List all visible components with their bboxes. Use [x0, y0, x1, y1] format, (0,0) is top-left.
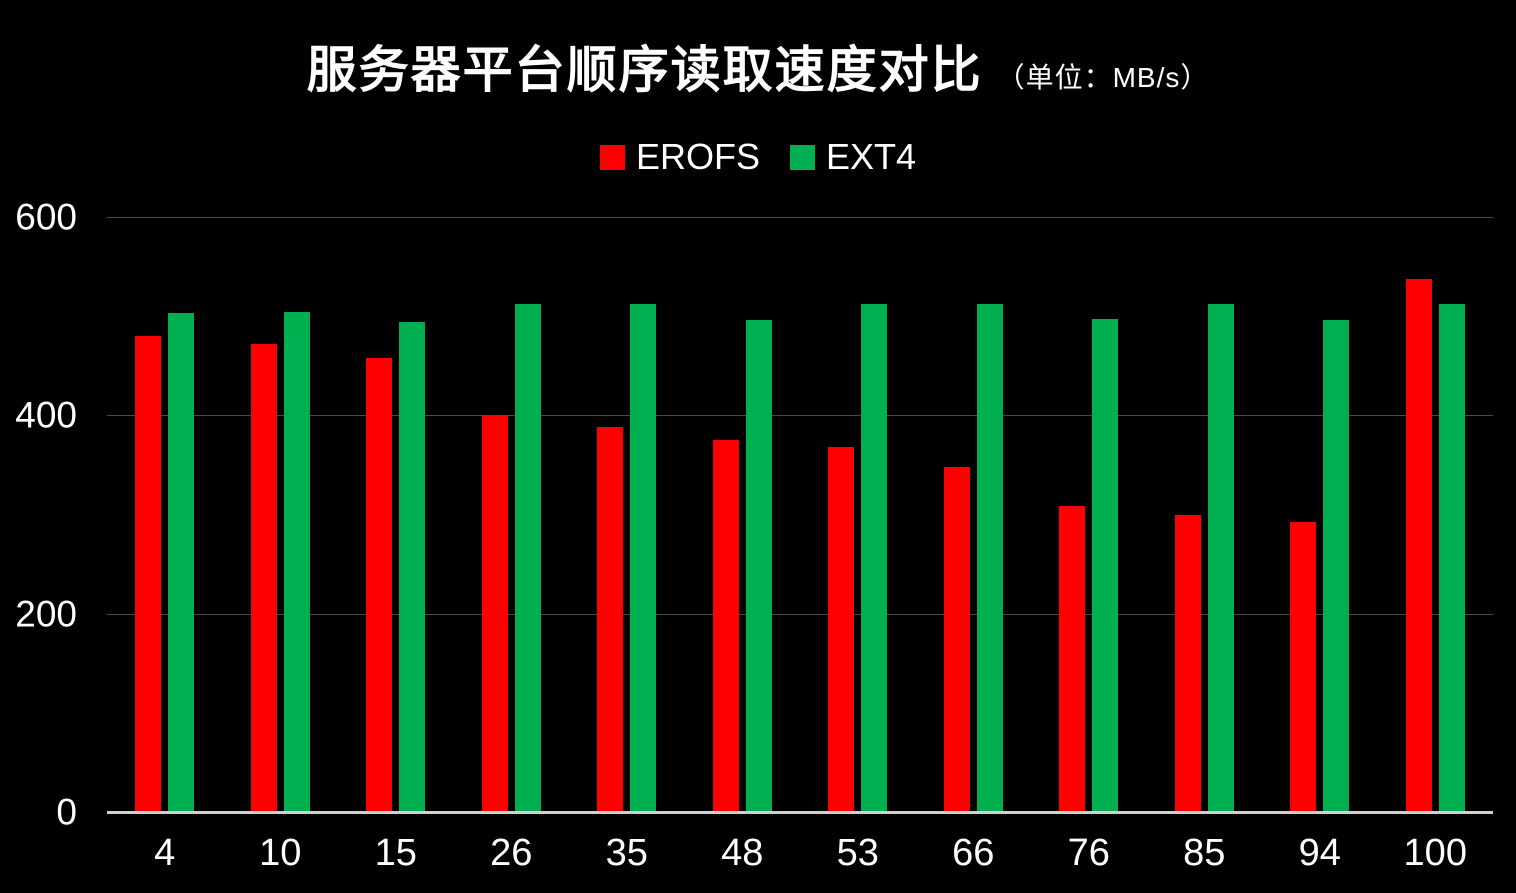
x-axis-line: [107, 811, 1493, 814]
bar-erofs-10: [250, 343, 277, 812]
bar-group-53: [800, 217, 916, 812]
bar-ext4-53: [861, 304, 888, 812]
x-axis-label-53: 53: [836, 832, 879, 874]
bar-group-85: [1147, 217, 1263, 812]
bar-ext4-85: [1207, 304, 1234, 812]
bar-erofs-76: [1059, 505, 1086, 812]
bar-ext4-100: [1438, 304, 1465, 812]
bar-group-15: [338, 217, 454, 812]
y-axis-tick-label-400: 400: [15, 394, 77, 436]
bar-group-10: [223, 217, 339, 812]
x-axis-label-10: 10: [259, 832, 302, 874]
bar-ext4-48: [745, 320, 772, 812]
x-axis-label-26: 26: [490, 832, 533, 874]
x-axis-label-94: 94: [1298, 832, 1341, 874]
bar-group-100: [1378, 217, 1494, 812]
x-axis-label-4: 4: [154, 832, 176, 874]
legend-swatch-erofs-icon: [599, 144, 625, 170]
legend-label-ext4: EXT4: [825, 136, 917, 177]
x-axis-label-48: 48: [721, 832, 764, 874]
x-axis-label-85: 85: [1183, 832, 1226, 874]
legend-swatch-ext4-icon: [789, 144, 815, 170]
bar-erofs-48: [712, 440, 739, 812]
bar-erofs-53: [828, 447, 855, 812]
x-axis-label-100: 100: [1403, 832, 1467, 874]
bar-erofs-66: [943, 466, 970, 812]
bar-ext4-26: [514, 304, 541, 812]
y-axis-tick-label-600: 600: [15, 196, 77, 238]
y-axis-tick-label-0: 0: [56, 791, 77, 833]
x-axis-label-15: 15: [374, 832, 417, 874]
bar-erofs-85: [1174, 514, 1201, 812]
bar-ext4-66: [976, 304, 1003, 812]
plot-area: 0 200 400 600 4 10 15 26 35 48 53 66 76 85 94 100: [15, 199, 1493, 872]
chart-legend: EROFS EXT4: [0, 136, 1516, 178]
chart-title: 服务器平台顺序读取速度对比: [306, 42, 983, 98]
x-axis-label-35: 35: [605, 832, 648, 874]
bar-ext4-15: [399, 322, 426, 812]
bar-group-94: [1262, 217, 1378, 812]
bar-ext4-10: [283, 312, 310, 812]
x-axis-tick-labels: 4 10 15 26 35 48 53 66 76 85 94 100: [107, 834, 1493, 872]
chart-title-unit: （单位：MB/s）: [996, 62, 1210, 93]
bar-ext4-4: [168, 313, 195, 812]
y-axis-tick-label-200: 200: [15, 593, 77, 635]
legend-item-erofs: EROFS: [599, 136, 760, 178]
x-axis-label-66: 66: [952, 832, 995, 874]
bar-ext4-76: [1092, 319, 1119, 812]
gridline-600: [107, 217, 1493, 218]
legend-label-erofs: EROFS: [635, 136, 760, 177]
x-axis-label-76: 76: [1067, 832, 1110, 874]
bar-group-66: [916, 217, 1032, 812]
bar-group-26: [454, 217, 570, 812]
bar-ext4-94: [1323, 320, 1350, 812]
bar-erofs-35: [597, 427, 624, 812]
gridline-200: [107, 613, 1493, 615]
bar-group-4: [107, 217, 223, 812]
bar-erofs-4: [135, 336, 162, 812]
bar-group-76: [1031, 217, 1147, 812]
bar-series-container: [107, 217, 1493, 812]
bar-ext4-35: [630, 304, 657, 812]
bar-erofs-26: [481, 415, 508, 812]
bar-erofs-94: [1290, 522, 1317, 812]
bar-group-48: [685, 217, 801, 812]
bar-erofs-100: [1405, 279, 1432, 812]
legend-item-ext4: EXT4: [789, 136, 917, 178]
bar-erofs-15: [366, 357, 393, 812]
gridline-400: [107, 415, 1493, 417]
bar-group-35: [569, 217, 685, 812]
chart-title-row: 服务器平台顺序读取速度对比 （单位：MB/s）: [0, 30, 1516, 102]
